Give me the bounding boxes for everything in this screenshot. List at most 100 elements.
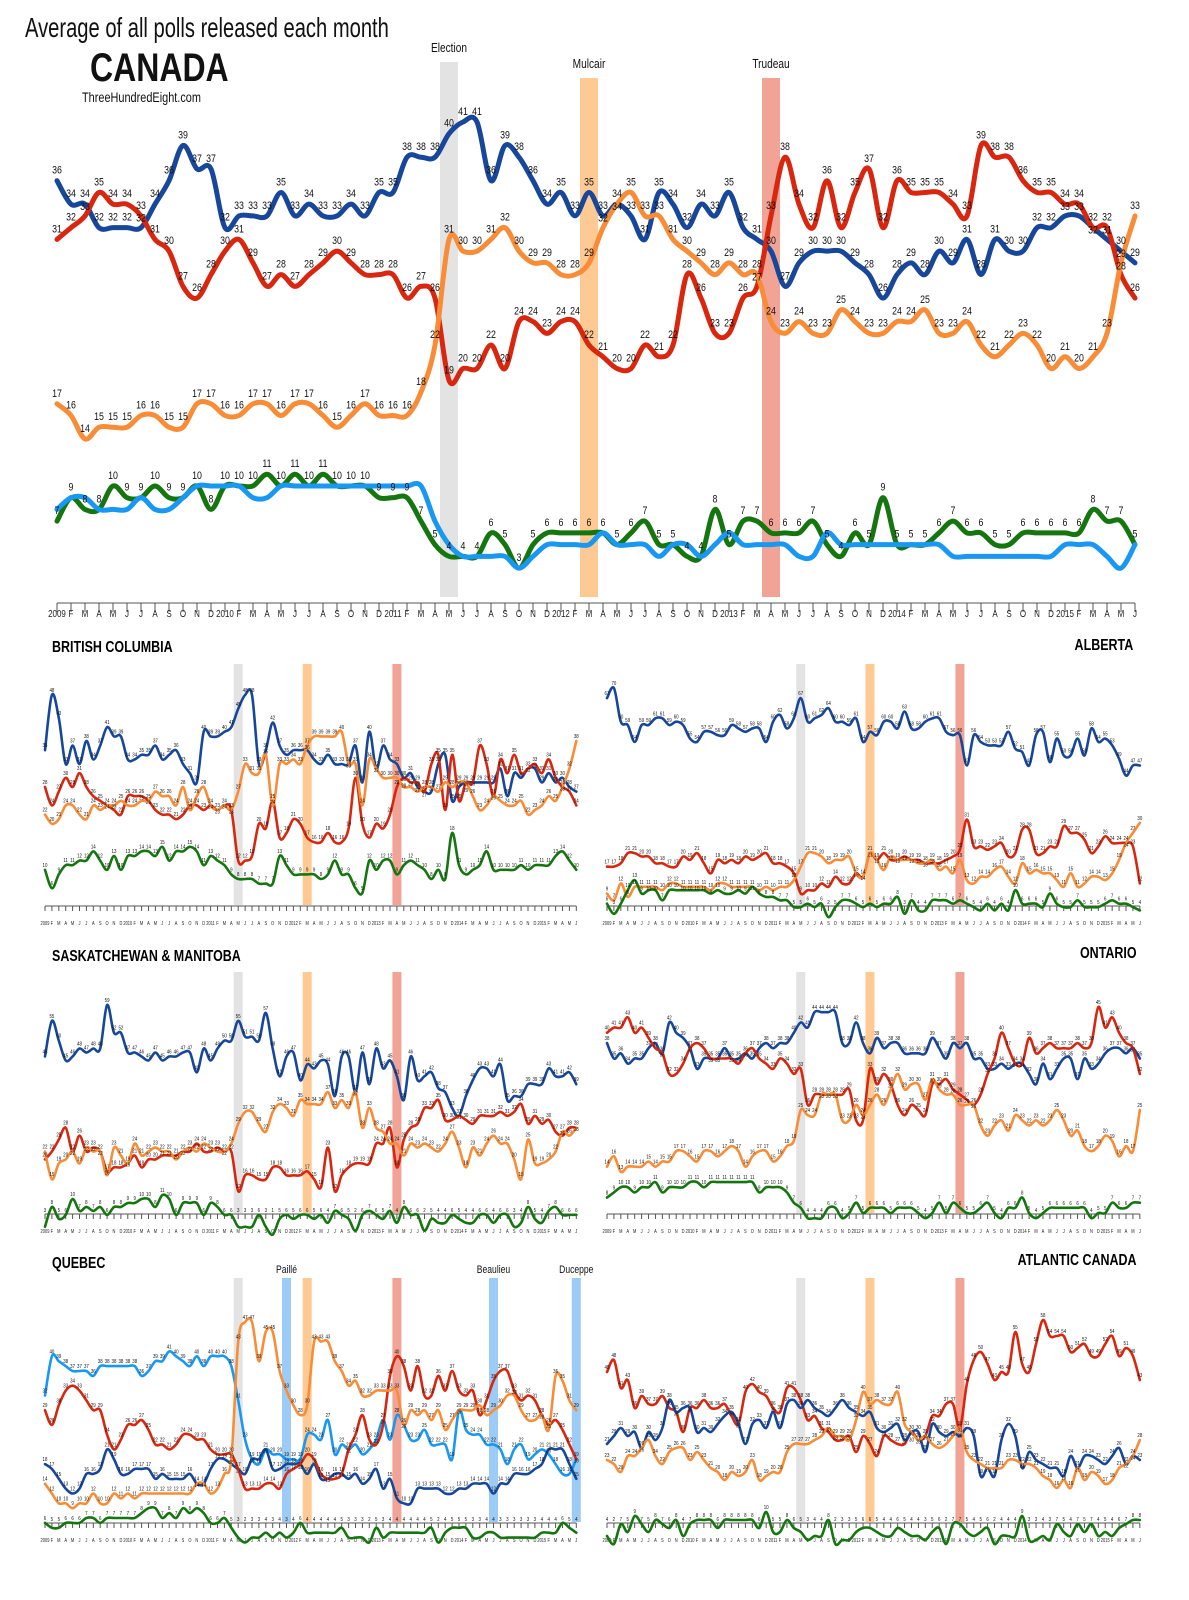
data-label: 10 [332,470,342,482]
data-label: 17 [736,1144,741,1151]
data-label: 47 [291,1045,296,1052]
data-label: 8 [403,1200,406,1207]
data-label: 30 [646,1425,651,1432]
data-label: 30 [909,1437,914,1444]
data-label: 7 [1132,1195,1135,1202]
x-tick-label: A [432,608,438,619]
data-label: 4 [575,1517,578,1524]
data-label: 34 [681,1056,686,1063]
data-label: 8 [751,1513,754,1520]
data-label: 10 [701,1180,706,1187]
data-label: 24 [484,1136,489,1143]
data-label: 45 [605,1365,610,1372]
data-label: 31 [484,1393,489,1400]
data-label: 30 [808,235,818,247]
data-label: 36 [512,1089,517,1096]
data-label: 11 [70,858,75,865]
data-label: 6 [820,896,823,903]
x-tick-label: M [418,608,425,619]
data-label: 22 [167,1144,172,1151]
data-label: 36 [688,1407,693,1414]
x-tick-label: M [1117,921,1121,927]
data-label: 16 [560,1466,565,1473]
data-label: 37 [688,1047,693,1054]
data-label: 27 [553,1413,558,1420]
x-tick-label: D [544,608,550,619]
data-label: 24 [222,798,227,805]
data-label: 5 [503,529,508,541]
data-label: 6 [800,1200,803,1207]
data-label: 27 [290,271,300,283]
x-tick-label: 2015 [537,1229,546,1235]
data-label: 32 [43,1388,48,1395]
data-label: 12 [567,853,572,860]
data-label: 4 [403,1517,406,1524]
data-label: 31 [752,224,762,236]
x-tick-label: M [782,608,789,619]
data-label: 33 [353,757,358,764]
data-label: 21 [174,1148,179,1155]
x-tick-label: S [182,1538,185,1544]
data-label: 8 [627,890,630,897]
data-label: 19 [250,1458,255,1465]
x-tick-label: J [1139,1538,1141,1544]
data-label: 24 [222,804,227,811]
x-tick-label: F [862,1538,865,1544]
data-label: 33 [277,757,282,764]
data-label: 17 [49,1462,54,1469]
data-label: 8 [97,494,102,506]
data-label: 21 [985,1467,990,1474]
data-label: 21 [512,1442,517,1449]
data-label: 5 [1132,900,1135,907]
data-label: 47 [187,1045,192,1052]
data-label: 16 [388,400,398,412]
data-label: 21 [1088,341,1098,353]
data-label: 21 [881,846,886,853]
data-label: 38 [840,1393,845,1400]
chart-ontario: 2009 F M A M J J A S O N D 2010 F M A M J J A S O N D 2011 F M A M J J… [603,972,1142,1234]
data-label: 7 [223,1511,226,1518]
data-label: 27 [450,1413,455,1420]
data-label: 6 [601,517,606,529]
data-label: 20 [1046,353,1056,365]
data-label: 57 [868,724,873,731]
data-label: 47 [1020,1357,1025,1364]
data-label: 10 [470,862,475,869]
x-tick-label: J [161,1538,163,1544]
data-label: 20 [360,816,365,823]
series-line [43,831,578,896]
data-label: 5 [1042,1206,1045,1213]
x-tick-label: J [890,921,892,927]
data-label: 43 [625,1010,630,1017]
data-label: 7 [959,893,962,900]
data-label: 10 [653,886,658,893]
data-label: 6 [209,1515,212,1522]
data-label: 53 [992,738,997,745]
data-label: 12 [450,1486,455,1493]
data-label: 37 [353,1085,358,1092]
data-label: 22 [98,1150,103,1157]
data-label: 35 [139,747,144,754]
x-tick-label: J [814,1538,816,1544]
data-label: 7 [640,1517,643,1524]
data-label: 15 [122,411,132,423]
data-label: 60 [618,714,623,721]
data-label: 23 [750,1453,755,1460]
data-label: 8 [896,890,899,897]
data-label: 24 [1117,836,1122,843]
data-label: 23 [243,1432,248,1439]
x-tick-label: A [340,1538,343,1544]
data-label: 10 [674,1180,679,1187]
data-label: 38 [888,1036,893,1043]
data-label: 4 [806,1208,809,1215]
data-label: 27 [895,1437,900,1444]
data-label: 10 [150,470,160,482]
data-label: 36 [1103,1046,1108,1053]
data-label: 6 [1014,1200,1017,1207]
data-label: 38 [1004,141,1014,153]
x-tick-label: M [446,608,453,619]
data-label: 31 [819,1421,824,1428]
data-label: 32 [122,212,132,224]
data-label: 24 [1110,1449,1115,1456]
data-label: 33 [243,757,248,764]
